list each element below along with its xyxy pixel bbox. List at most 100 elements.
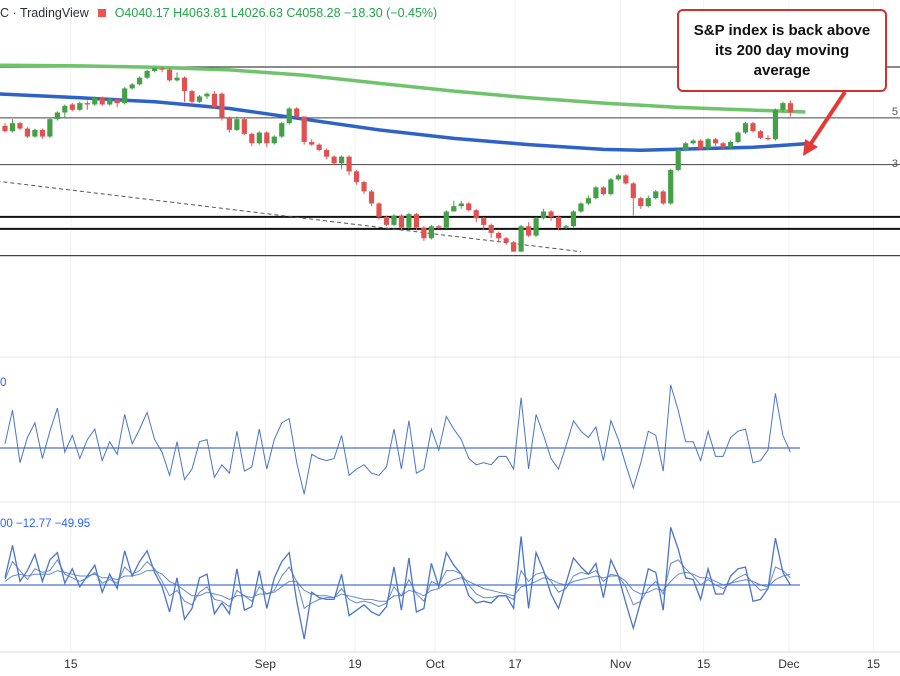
candle-down <box>660 190 666 205</box>
candle-body <box>62 105 68 113</box>
candle-body <box>249 133 255 144</box>
candle-down <box>421 226 427 241</box>
candle-up <box>533 216 539 237</box>
indicator-2-legend: 00 −12.77 −49.95 <box>0 518 91 530</box>
x-tick-label: Oct <box>426 657 445 671</box>
candle-down <box>249 132 255 146</box>
candle-body <box>99 97 105 105</box>
candle-body <box>615 175 621 180</box>
candle-up <box>122 87 128 105</box>
candle-body <box>585 198 592 204</box>
candle-body <box>211 93 218 108</box>
candle-up <box>727 140 734 149</box>
candle-up <box>107 97 113 106</box>
candle-up <box>92 96 98 106</box>
candle-down <box>698 139 704 150</box>
candle-body <box>772 109 779 140</box>
candle-down <box>473 208 479 223</box>
candle-up <box>77 101 83 112</box>
candle-body <box>421 227 427 239</box>
candle-body <box>436 226 442 228</box>
candle-body <box>271 136 277 144</box>
candle-down <box>511 240 517 252</box>
candle-up <box>256 131 262 145</box>
candle-body <box>166 69 173 81</box>
candle-body <box>698 140 704 149</box>
candle-body <box>600 187 606 195</box>
candle-body <box>9 123 16 132</box>
candle-up <box>129 83 135 90</box>
candle-up <box>47 117 53 138</box>
candle-body <box>713 139 719 144</box>
candle-down <box>720 141 726 150</box>
candle-down <box>2 123 8 133</box>
candle-down <box>368 190 375 207</box>
candle-body <box>234 119 240 130</box>
candle-body <box>54 112 60 120</box>
candle-down <box>787 100 793 117</box>
candle-body <box>324 149 330 157</box>
ma-200-line <box>0 63 806 114</box>
candle-body <box>77 103 83 110</box>
candle-body <box>301 116 307 142</box>
candle-down <box>294 107 300 118</box>
x-tick-label: 15 <box>697 657 711 671</box>
candle-down <box>39 128 45 139</box>
candle-body <box>32 129 38 137</box>
candle-body <box>757 131 764 138</box>
x-tick-label: 19 <box>348 657 362 671</box>
candle-up <box>570 210 577 228</box>
candle-body <box>294 108 300 117</box>
candle-body <box>92 97 98 105</box>
candle-body <box>17 123 23 129</box>
candle-up <box>772 108 779 141</box>
candle-down <box>69 103 75 112</box>
candle-up <box>62 104 68 118</box>
annotation-callout: S&P index is back above its 200 day movi… <box>677 9 887 92</box>
candle-down <box>219 92 225 121</box>
candle-body <box>458 203 464 207</box>
candle-down <box>757 129 764 140</box>
candle-up <box>615 174 621 181</box>
candle-up <box>174 72 180 82</box>
candle-body <box>675 149 681 171</box>
candle-down <box>638 196 644 209</box>
candle-body <box>593 187 599 199</box>
x-tick-label: Dec <box>778 657 799 671</box>
ma-100-line <box>0 92 806 152</box>
candle-body <box>503 238 509 243</box>
candle-down <box>713 137 719 146</box>
candle-up <box>742 121 749 134</box>
candle-body <box>152 68 158 72</box>
candle-up <box>54 111 60 121</box>
candle-up <box>653 190 659 200</box>
candle-up <box>204 92 210 100</box>
candle-body <box>428 226 434 239</box>
candle-body <box>540 211 547 219</box>
candle-body <box>196 96 203 102</box>
candle-up <box>690 139 696 145</box>
x-tick-label: Nov <box>610 657 631 671</box>
candle-body <box>623 175 629 184</box>
annotation-text: S&P index is back above its 200 day movi… <box>693 21 871 79</box>
candle-body <box>750 123 756 132</box>
arrow-head <box>803 139 818 156</box>
x-tick-label: 17 <box>508 657 522 671</box>
candle-body <box>24 128 31 137</box>
candle-body <box>690 140 696 144</box>
candle-up <box>152 67 158 73</box>
oscillator-1-line <box>4 384 791 495</box>
candle-body <box>144 71 150 78</box>
candle-body <box>451 206 457 212</box>
candle-up <box>608 178 614 196</box>
candle-up <box>271 135 277 145</box>
candle-body <box>727 141 734 148</box>
candle-up <box>279 121 285 138</box>
candle-body <box>608 179 614 195</box>
candle-body <box>398 215 405 228</box>
candle-body <box>638 198 644 207</box>
candle-up <box>458 200 464 209</box>
candle-down <box>436 224 442 229</box>
candle-body <box>518 226 524 252</box>
